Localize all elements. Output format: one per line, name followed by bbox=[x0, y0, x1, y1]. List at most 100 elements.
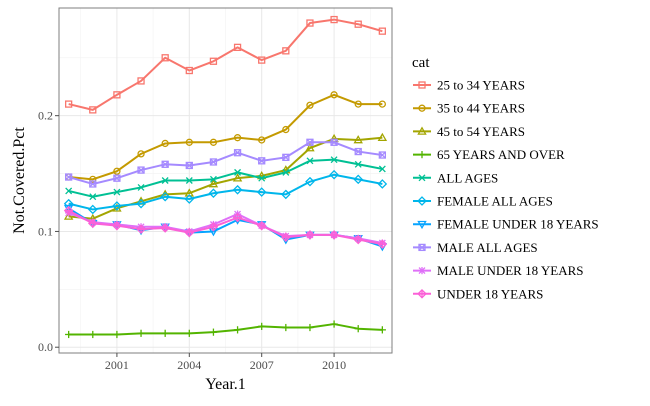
data-point-marker bbox=[258, 157, 266, 165]
data-point-marker bbox=[89, 175, 97, 183]
data-point-marker bbox=[89, 180, 97, 188]
data-point-marker bbox=[354, 160, 362, 168]
series-25-to-34-years bbox=[65, 15, 386, 114]
data-point-marker bbox=[418, 243, 426, 251]
series-lines bbox=[63, 15, 388, 339]
series-line-65-years-and-over bbox=[68, 323, 383, 336]
data-point-marker bbox=[354, 148, 362, 156]
data-point-marker bbox=[378, 27, 386, 35]
data-point-marker bbox=[185, 177, 193, 184]
legend-item-35-to-44-years: 35 to 44 YEARS bbox=[411, 97, 525, 119]
legend-item-under-18-years: UNDER 18 YEARS bbox=[411, 283, 543, 305]
data-point-marker bbox=[185, 161, 193, 170]
data-point-marker bbox=[185, 138, 193, 146]
legend-item-female-under-18-years: FEMALE UNDER 18 YEARS bbox=[411, 213, 599, 235]
data-point-marker bbox=[354, 20, 362, 28]
data-point-marker bbox=[282, 153, 290, 161]
data-point-marker bbox=[330, 156, 338, 164]
legend-item-25-to-34-years: 25 to 34 YEARS bbox=[411, 74, 525, 96]
data-point-marker bbox=[330, 138, 338, 146]
data-point-marker bbox=[208, 188, 219, 199]
data-point-marker bbox=[417, 126, 427, 135]
series-line-all-ages bbox=[68, 158, 383, 198]
data-point-marker bbox=[232, 184, 243, 195]
series-line-25-to-34-years bbox=[68, 18, 383, 111]
data-point-marker bbox=[417, 196, 427, 206]
series-under-18-years bbox=[63, 205, 388, 249]
data-point-marker bbox=[161, 160, 169, 168]
data-point-marker bbox=[377, 179, 388, 189]
data-point-marker bbox=[305, 176, 315, 187]
data-point-marker bbox=[185, 66, 193, 75]
data-point-marker bbox=[63, 211, 74, 220]
data-point-marker bbox=[209, 138, 218, 146]
data-point-marker bbox=[353, 174, 364, 185]
data-point-marker bbox=[137, 183, 145, 191]
grid bbox=[59, 8, 392, 353]
data-point-marker bbox=[113, 91, 121, 99]
data-point-marker bbox=[113, 167, 121, 175]
data-point-marker bbox=[282, 168, 290, 176]
data-point-marker bbox=[208, 179, 219, 188]
series-female-all-ages bbox=[63, 169, 388, 215]
legend-label: FEMALE ALL AGES bbox=[437, 194, 553, 209]
data-point-marker bbox=[89, 180, 97, 188]
legend-label: 45 to 54 YEARS bbox=[437, 124, 525, 139]
data-point-marker bbox=[160, 191, 170, 202]
data-point-marker bbox=[306, 101, 314, 109]
plot-panel-border bbox=[58, 7, 393, 354]
x-tick-label: 2004 bbox=[177, 358, 201, 372]
data-point-marker bbox=[185, 161, 193, 169]
data-point-marker bbox=[330, 138, 338, 146]
legend-item-male-under-18-years: MALE UNDER 18 YEARS bbox=[411, 260, 584, 282]
data-point-marker bbox=[87, 204, 98, 215]
legend-label: 25 to 34 YEARS bbox=[437, 78, 525, 93]
data-point-marker bbox=[305, 143, 315, 152]
data-point-marker bbox=[418, 104, 426, 112]
data-point-marker bbox=[161, 139, 169, 148]
data-point-marker bbox=[306, 138, 314, 146]
data-point-marker bbox=[113, 174, 121, 182]
data-point-marker bbox=[354, 147, 362, 156]
x-tick-label: 2007 bbox=[250, 358, 274, 372]
data-point-marker bbox=[234, 168, 242, 176]
legend-label: MALE UNDER 18 YEARS bbox=[437, 263, 584, 278]
legend-label: MALE ALL AGES bbox=[437, 240, 538, 255]
legend-item-45-to-54-years: 45 to 54 YEARS bbox=[411, 120, 525, 142]
data-point-marker bbox=[330, 15, 338, 24]
data-point-marker bbox=[233, 43, 242, 52]
data-point-marker bbox=[282, 47, 290, 55]
legend-item-female-all-ages: FEMALE ALL AGES bbox=[411, 190, 553, 212]
data-point-marker bbox=[378, 151, 386, 159]
data-point-marker bbox=[282, 153, 290, 161]
data-point-marker bbox=[258, 56, 266, 64]
data-point-marker bbox=[209, 158, 218, 166]
data-point-marker bbox=[209, 158, 217, 166]
y-tick-label: 0.0 bbox=[38, 340, 53, 354]
y-tick-label: 0.2 bbox=[38, 109, 53, 123]
data-point-marker bbox=[306, 19, 314, 27]
data-point-marker bbox=[258, 157, 266, 165]
y-tick-label: 0.1 bbox=[38, 224, 53, 238]
legend-title: cat bbox=[412, 55, 430, 71]
data-point-marker bbox=[161, 54, 169, 62]
data-point-marker bbox=[306, 157, 314, 165]
data-point-marker bbox=[89, 193, 97, 201]
data-point-marker bbox=[378, 100, 386, 108]
legend-label: 35 to 44 YEARS bbox=[437, 101, 525, 116]
data-point-marker bbox=[65, 187, 73, 195]
legend-label: ALL AGES bbox=[437, 170, 498, 185]
data-point-marker bbox=[209, 57, 218, 65]
data-point-marker bbox=[330, 91, 338, 99]
data-point-marker bbox=[418, 81, 426, 89]
data-point-marker bbox=[234, 149, 242, 157]
data-point-marker bbox=[137, 150, 145, 158]
data-point-marker bbox=[258, 136, 266, 144]
series-65-years-and-over bbox=[65, 320, 386, 339]
series-line-35-to-44-years bbox=[68, 93, 383, 181]
data-point-marker bbox=[184, 194, 195, 204]
data-point-marker bbox=[378, 165, 386, 173]
data-point-marker bbox=[209, 175, 217, 183]
